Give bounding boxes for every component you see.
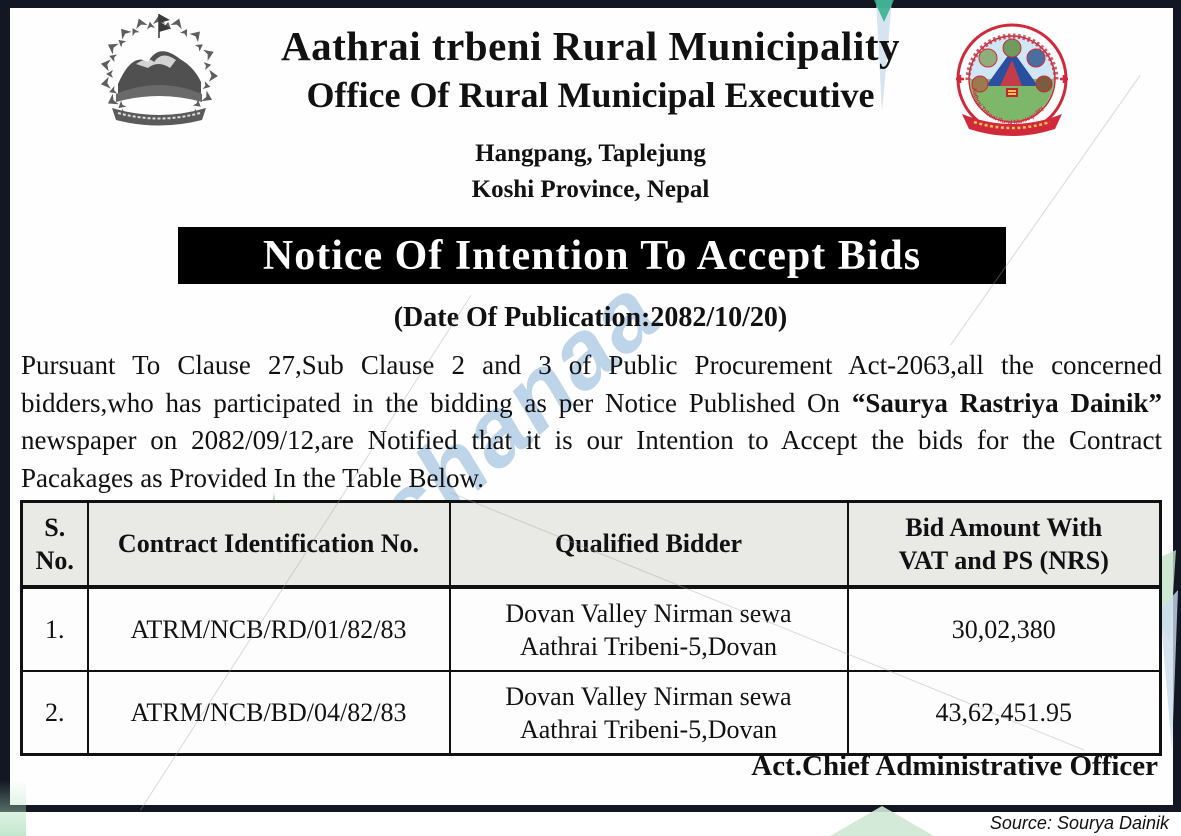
cell-sno: 2. bbox=[20, 670, 89, 756]
cell-contract-id: ATRM/NCB/BD/04/82/83 bbox=[86, 670, 451, 756]
table-header-row: S. No. Contract Identification No. Quali… bbox=[20, 500, 1162, 589]
address-line-1: Hangpang, Taplejung bbox=[475, 140, 706, 167]
cell-bidder: Dovan Valley Nirman sewa Aathrai Tribeni… bbox=[448, 670, 849, 756]
signature-line: Act.Chief Administrative Officer bbox=[751, 750, 1158, 782]
nepal-emblem-logo bbox=[99, 14, 219, 126]
notice-banner-title: Notice Of Intention To Accept Bids bbox=[262, 232, 922, 279]
col-header-contract: Contract Identification No. bbox=[86, 500, 451, 589]
address-line-2: Koshi Province, Nepal bbox=[471, 176, 710, 203]
office-title: Office Of Rural Municipal Executive bbox=[306, 75, 875, 115]
cell-bidder: Dovan Valley Nirman sewa Aathrai Tribeni… bbox=[448, 586, 849, 672]
notice-body: Pursuant To Clause 27,Sub Clause 2 and 3… bbox=[21, 347, 1162, 497]
notice-body-part2: newspaper on 2082/09/12,are Notified tha… bbox=[21, 425, 1162, 493]
col-header-sno: S. No. bbox=[20, 500, 89, 589]
notice-body-part1: Pursuant To Clause 27,Sub Clause 2 and 3… bbox=[21, 350, 1162, 418]
table-row: 2. ATRM/NCB/BD/04/82/83 Dovan Valley Nir… bbox=[20, 670, 1162, 756]
cell-contract-id: ATRM/NCB/RD/01/82/83 bbox=[86, 586, 451, 672]
publication-date: (Date Of Publication:2082/10/20) bbox=[393, 302, 788, 333]
col-header-bidder: Qualified Bidder bbox=[448, 500, 849, 589]
source-credit: Source: Sourya Dainik bbox=[989, 813, 1169, 833]
notice-banner: Notice Of Intention To Accept Bids bbox=[178, 227, 1006, 284]
cell-amount: 30,02,380 bbox=[846, 586, 1162, 672]
municipality-title: Aathrai trbeni Rural Municipality bbox=[281, 23, 900, 69]
table-row: 1. ATRM/NCB/RD/01/82/83 Dovan Valley Nir… bbox=[20, 586, 1162, 672]
cell-amount: 43,62,451.95 bbox=[846, 670, 1162, 756]
notice-body-newspaper-name: “Saurya Rastriya Dainik” bbox=[851, 387, 1162, 418]
col-header-amount: Bid Amount With VAT and PS (NRS) bbox=[846, 500, 1162, 589]
cell-sno: 1. bbox=[20, 586, 89, 672]
green-tint-bottom-left bbox=[0, 780, 26, 836]
bids-table: S. No. Contract Identification No. Quali… bbox=[20, 500, 1162, 756]
municipal-seal-logo: Aathrai Tribeni Rural Municipality bbox=[956, 23, 1068, 136]
